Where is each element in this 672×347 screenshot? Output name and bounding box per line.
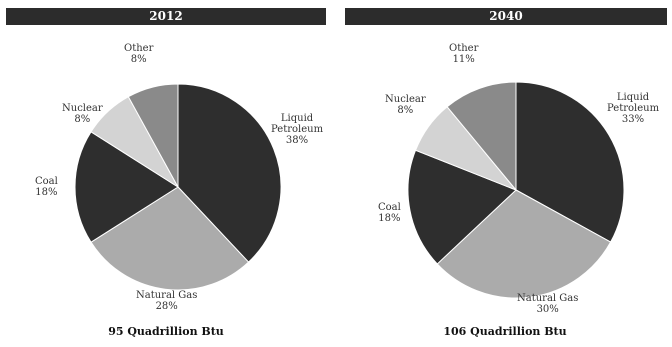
pie-slice-other xyxy=(127,83,179,188)
slice-label-natural-gas: Natural Gas 30% xyxy=(517,293,579,315)
slice-label-nuclear: Nuclear 8% xyxy=(62,103,103,125)
slice-label-natural-gas: Natural Gas 28% xyxy=(136,290,198,312)
slice-label-coal: Coal 18% xyxy=(35,176,58,198)
chart-title: 2040 xyxy=(345,8,667,25)
pie-chart-2040 xyxy=(407,81,625,299)
chart-title: 2012 xyxy=(6,8,326,25)
pie-slice-coal xyxy=(407,149,517,265)
chart-subtitle: 95 Quadrillion Btu xyxy=(108,325,224,338)
pie-slice-other xyxy=(446,81,517,192)
pie-slice-natural-gas xyxy=(90,186,250,291)
slice-label-nuclear: Nuclear 8% xyxy=(385,94,426,116)
pie-slice-natural-gas xyxy=(436,189,612,299)
chart-panel-2012: 2012 Liquid Petroleum 38% Natural Gas 28… xyxy=(6,0,336,347)
chart-panel-2040: 2040 Liquid Petroleum 33% Natural Gas 30… xyxy=(345,0,672,347)
pie-slice-liquid-petroleum xyxy=(177,83,282,263)
chart-subtitle: 106 Quadrillion Btu xyxy=(443,325,567,338)
slice-label-liquid-petroleum: Liquid Petroleum 38% xyxy=(271,113,324,146)
pie-chart-2012 xyxy=(74,83,282,291)
slice-label-other: Other 8% xyxy=(124,43,154,65)
slice-label-liquid-petroleum: Liquid Petroleum 33% xyxy=(607,92,660,125)
pie-slice-liquid-petroleum xyxy=(515,81,625,243)
pie-slice-coal xyxy=(74,131,179,243)
slice-label-coal: Coal 18% xyxy=(378,202,401,224)
slice-label-other: Other 11% xyxy=(449,43,479,65)
